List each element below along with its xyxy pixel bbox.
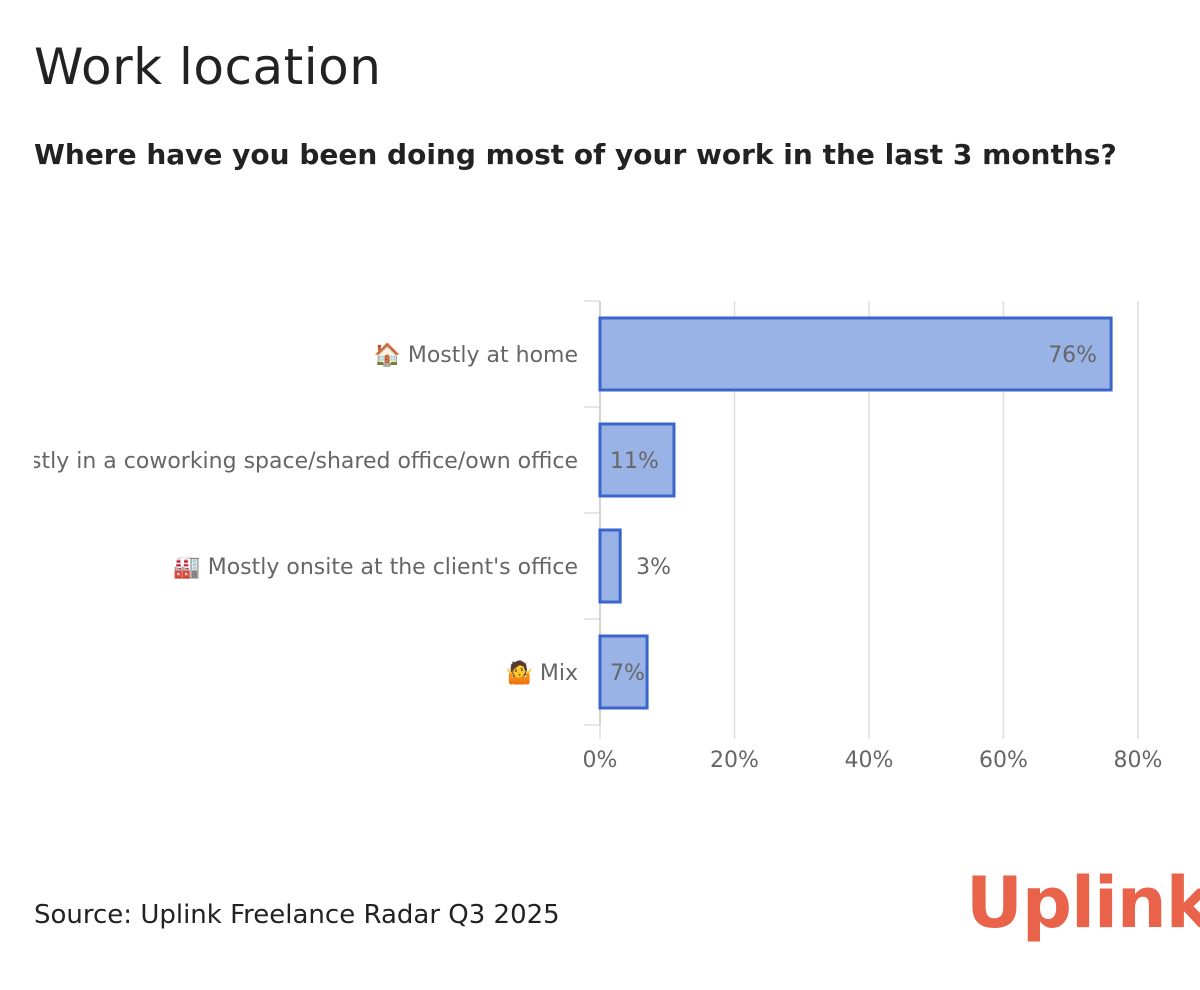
- value-label: 3%: [636, 555, 671, 580]
- bar: [598, 422, 676, 498]
- uplink-logo: Uplink: [966, 862, 1200, 944]
- category-label: 🏭 Mostly onsite at the client's office: [173, 555, 578, 580]
- category-label: 🏢 Mostly in a coworking space/shared off…: [0, 449, 578, 474]
- x-tick-label: 60%: [979, 748, 1028, 773]
- x-tick-label: 20%: [710, 748, 759, 773]
- source-note: Source: Uplink Freelance Radar Q3 2025: [34, 900, 560, 930]
- category-label: 🤷 Mix: [506, 659, 579, 686]
- chart-subtitle: Where have you been doing most of your w…: [34, 138, 1117, 171]
- value-label: 76%: [1048, 343, 1097, 368]
- bar: [598, 528, 622, 604]
- value-label: 11%: [610, 449, 659, 474]
- bar: [598, 634, 649, 710]
- x-tick-label: 80%: [1114, 748, 1163, 773]
- bar: [598, 316, 1113, 392]
- page-title: Work location: [34, 38, 382, 96]
- x-tick-label: 40%: [845, 748, 894, 773]
- category-label: 🏠 Mostly at home: [373, 342, 578, 368]
- x-tick-label: 0%: [583, 748, 618, 773]
- value-label: 7%: [610, 661, 645, 686]
